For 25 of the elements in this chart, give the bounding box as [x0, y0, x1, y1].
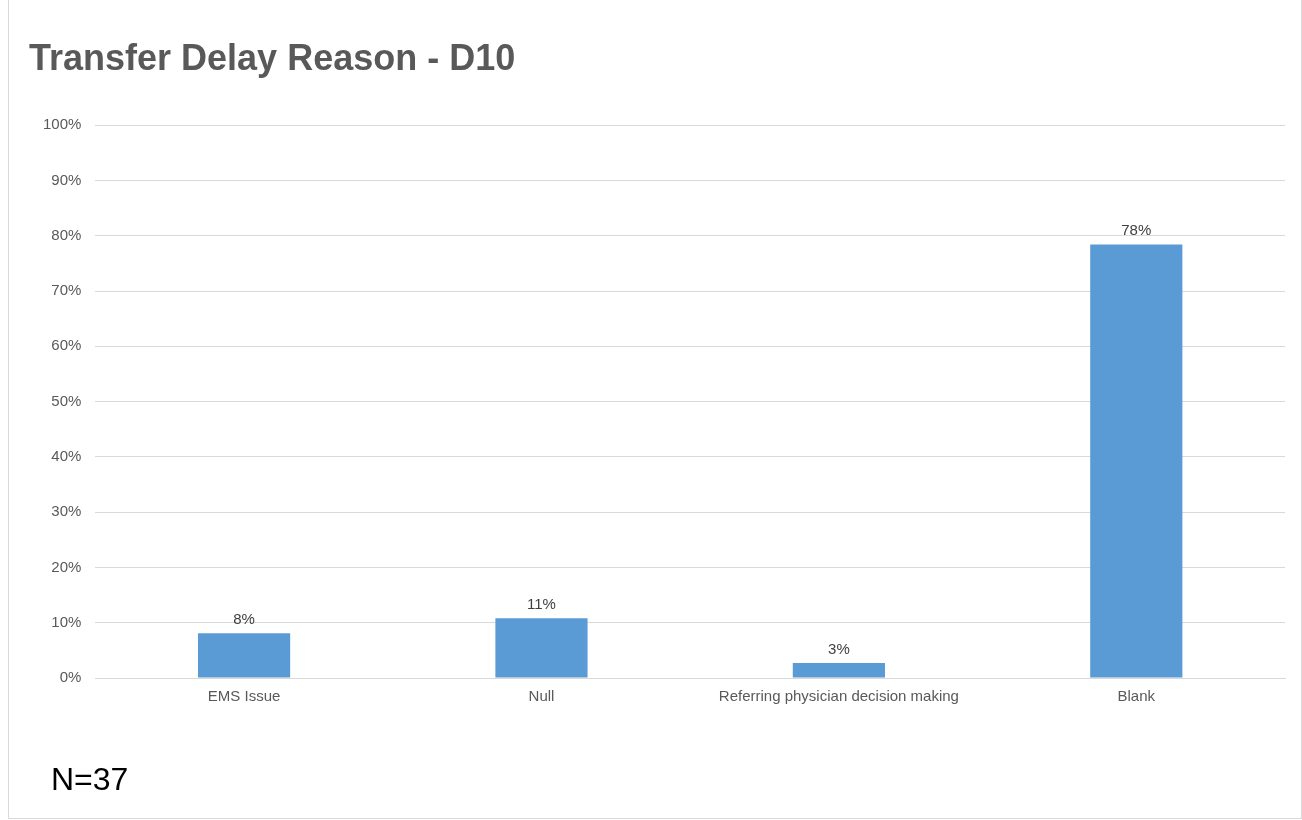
- data-label: 78%: [1121, 221, 1152, 239]
- y-tick-label: 30%: [51, 502, 82, 520]
- chart-title: Transfer Delay Reason - D10: [29, 36, 516, 78]
- y-tick-label: 50%: [51, 391, 82, 409]
- y-tick-label: 40%: [51, 447, 82, 465]
- y-tick-label: 80%: [51, 225, 82, 243]
- bar: [197, 633, 291, 678]
- y-tick-label: 60%: [51, 336, 82, 354]
- x-tick-label: Null: [528, 687, 555, 705]
- y-tick-label: 70%: [51, 281, 82, 299]
- y-tick-label: 10%: [51, 612, 82, 630]
- data-label: 11%: [527, 594, 556, 612]
- data-label: 3%: [828, 639, 850, 657]
- data-label: 8%: [233, 609, 255, 627]
- y-tick-label: 20%: [51, 557, 82, 575]
- bar: [495, 618, 588, 678]
- y-tick-label: 0%: [59, 668, 82, 686]
- x-tick-label: EMS Issue: [207, 687, 281, 705]
- y-tick-label: 100%: [42, 115, 82, 133]
- x-tick-label: Blank: [1117, 687, 1156, 705]
- bar: [792, 663, 885, 678]
- bar: [1090, 244, 1183, 678]
- text: N=37: [51, 761, 129, 797]
- y-tick-label: 90%: [51, 170, 82, 188]
- x-tick-label: Referring physician decision making: [718, 687, 959, 705]
